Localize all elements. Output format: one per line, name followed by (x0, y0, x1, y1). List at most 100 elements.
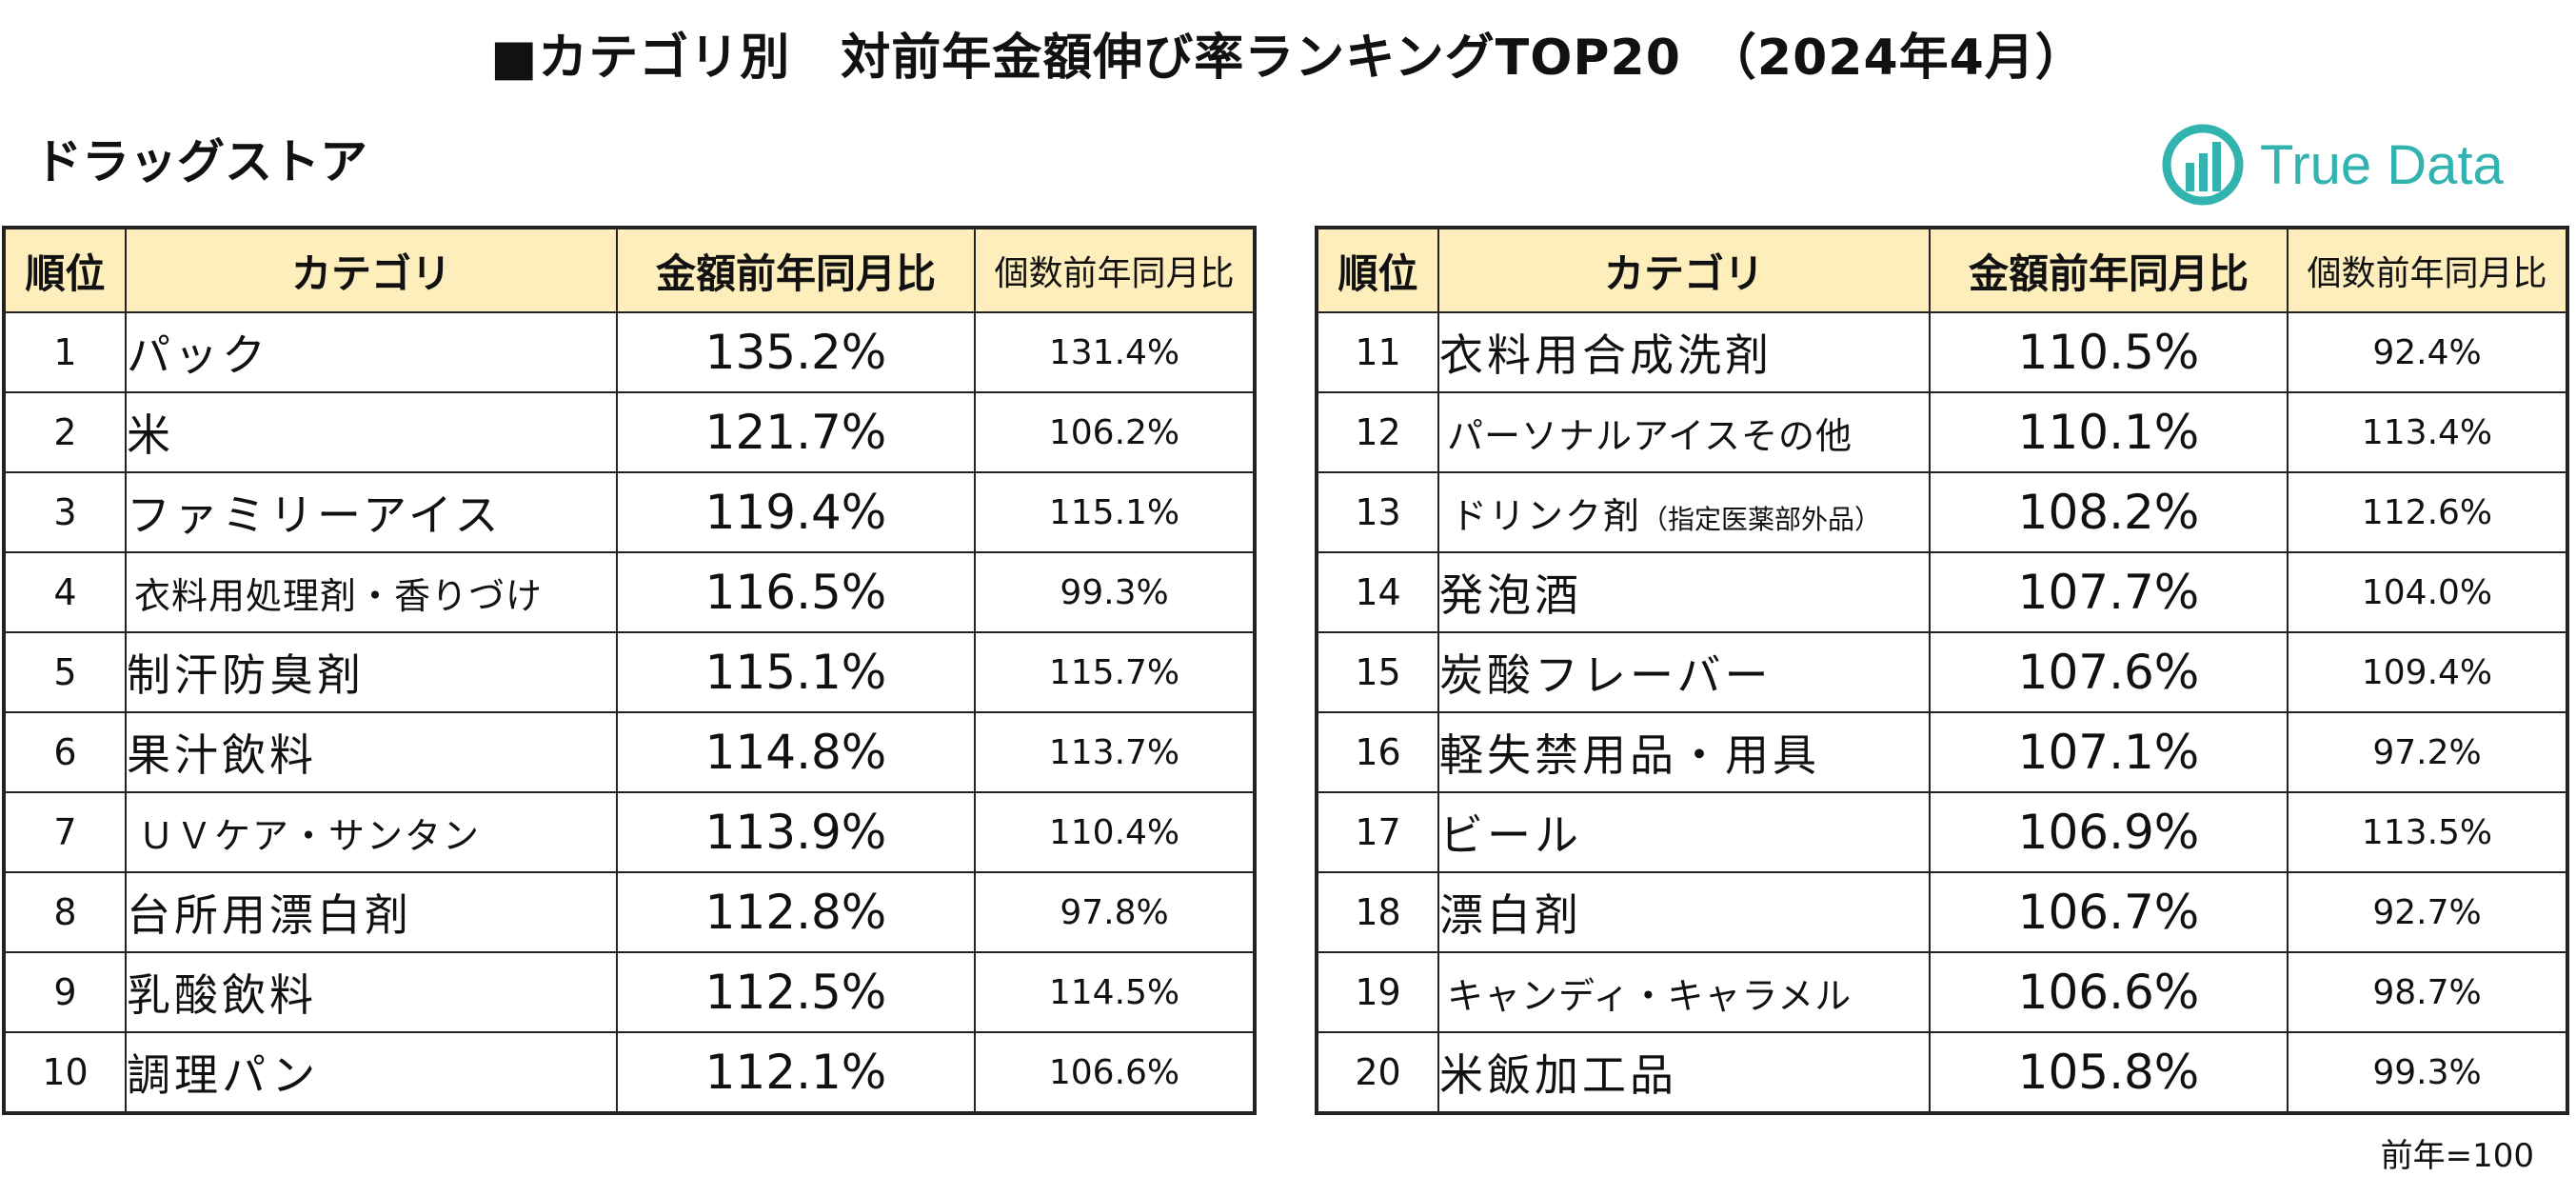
table-row: 8 台所用漂白剤 112.8% 97.8% (3, 871, 1256, 953)
table-row: 13 ドリンク剤（指定医薬部外品） 108.2% 112.6% (1316, 471, 2568, 553)
amount-yoy-cell: 121.7% (616, 391, 976, 473)
amount-yoy-cell: 105.8% (1929, 1031, 2289, 1114)
rank-cell: 3 (3, 471, 127, 553)
category-cell: 炭酸フレーバー (1437, 631, 1931, 713)
table-row: 10 調理パン 112.1% 106.6% (3, 1031, 1256, 1114)
amount-yoy-cell: 106.7% (1929, 871, 2289, 953)
category-label: 米飯加工品 (1439, 1049, 1677, 1101)
category-cell: 乳酸飲料 (125, 951, 618, 1033)
qty-yoy-cell: 97.8% (974, 871, 1256, 953)
header-qty-yoy: 個数前年同月比 (2287, 227, 2568, 313)
category-label: 漂白剤 (1439, 889, 1582, 941)
category-label: 衣料用合成洗剤 (1439, 329, 1773, 381)
amount-yoy-cell: 114.8% (616, 711, 976, 793)
qty-yoy-cell: 97.2% (2287, 711, 2568, 793)
qty-yoy-cell: 113.4% (2287, 391, 2568, 473)
table-row: 12 パーソナルアイスその他 110.1% 113.4% (1316, 391, 2568, 473)
rank-cell: 8 (3, 871, 127, 953)
category-cell: ＵＶケア・サンタン (125, 791, 618, 873)
category-label: 乳酸飲料 (127, 969, 317, 1021)
table-row: 16 軽失禁用品・用具 107.1% 97.2% (1316, 711, 2568, 793)
rank-cell: 16 (1316, 711, 1439, 793)
amount-yoy-cell: 106.9% (1929, 791, 2289, 873)
table-row: 3 ファミリーアイス 119.4% 115.1% (3, 471, 1256, 553)
header-rank: 順位 (3, 227, 127, 313)
table-row: 9 乳酸飲料 112.5% 114.5% (3, 951, 1256, 1033)
category-label: 調理パン (127, 1049, 320, 1101)
table-row: 6 果汁飲料 114.8% 113.7% (3, 711, 1256, 793)
channel-subtitle: ドラッグストア (34, 134, 367, 189)
header-rank: 順位 (1316, 227, 1439, 313)
category-cell: 漂白剤 (1437, 871, 1931, 953)
category-label: 制汗防臭剤 (127, 649, 365, 701)
amount-yoy-cell: 110.1% (1929, 391, 2289, 473)
header-amount-yoy: 金額前年同月比 (1929, 227, 2289, 313)
table-row: 11 衣料用合成洗剤 110.5% 92.4% (1316, 311, 2568, 393)
amount-yoy-cell: 119.4% (616, 471, 976, 553)
table-row: 19 キャンディ・キャラメル 106.6% 98.7% (1316, 951, 2568, 1033)
qty-yoy-cell: 131.4% (974, 311, 1256, 393)
category-cell: 米飯加工品 (1437, 1031, 1931, 1114)
amount-yoy-cell: 115.1% (616, 631, 976, 713)
table-row: 18 漂白剤 106.7% 92.7% (1316, 871, 2568, 953)
amount-yoy-cell: 107.7% (1929, 551, 2289, 633)
amount-yoy-cell: 108.2% (1929, 471, 2289, 553)
bar-chart-circle-icon (2162, 124, 2244, 206)
header-category: カテゴリ (1437, 227, 1931, 313)
amount-yoy-cell: 135.2% (616, 311, 976, 393)
rank-cell: 2 (3, 391, 127, 473)
category-label: ＵＶケア・サンタン (138, 814, 482, 857)
category-label: 衣料用処理剤・香りづけ (134, 574, 544, 617)
page-title: ■カテゴリ別 対前年金額伸び率ランキングTOP20 （2024年4月） (490, 30, 2086, 87)
category-cell: 果汁飲料 (125, 711, 618, 793)
rank-cell: 4 (3, 551, 127, 633)
qty-yoy-cell: 113.5% (2287, 791, 2568, 873)
table-row: 2 米 121.7% 106.2% (3, 391, 1256, 473)
header-qty-yoy: 個数前年同月比 (974, 227, 1256, 313)
table-row: 14 発泡酒 107.7% 104.0% (1316, 551, 2568, 633)
qty-yoy-cell: 115.1% (974, 471, 1256, 553)
rank-cell: 12 (1316, 391, 1439, 473)
rank-cell: 1 (3, 311, 127, 393)
rank-cell: 17 (1316, 791, 1439, 873)
table-row: 7 ＵＶケア・サンタン 113.9% 110.4% (3, 791, 1256, 873)
amount-yoy-cell: 116.5% (616, 551, 976, 633)
category-cell: ファミリーアイス (125, 471, 618, 553)
category-label: ファミリーアイス (127, 489, 503, 541)
rank-cell: 19 (1316, 951, 1439, 1033)
category-label: 果汁飲料 (127, 729, 317, 781)
qty-yoy-cell: 112.6% (2287, 471, 2568, 553)
rank-cell: 18 (1316, 871, 1439, 953)
category-label: 台所用漂白剤 (127, 889, 412, 941)
rank-cell: 20 (1316, 1031, 1439, 1114)
category-label: 炭酸フレーバー (1439, 649, 1773, 701)
amount-yoy-cell: 106.6% (1929, 951, 2289, 1033)
rank-cell: 10 (3, 1031, 127, 1114)
table-header-row: 順位 カテゴリ 金額前年同月比 個数前年同月比 (1316, 227, 2568, 313)
category-cell: 軽失禁用品・用具 (1437, 711, 1931, 793)
qty-yoy-cell: 109.4% (2287, 631, 2568, 713)
amount-yoy-cell: 112.5% (616, 951, 976, 1033)
category-cell: 発泡酒 (1437, 551, 1931, 633)
amount-yoy-cell: 112.1% (616, 1031, 976, 1114)
category-label: 発泡酒 (1439, 569, 1582, 621)
rank-cell: 13 (1316, 471, 1439, 553)
header-category: カテゴリ (125, 227, 618, 313)
category-cell: 衣料用合成洗剤 (1437, 311, 1931, 393)
amount-yoy-cell: 107.6% (1929, 631, 2289, 713)
table-row: 4 衣料用処理剤・香りづけ 116.5% 99.3% (3, 551, 1256, 633)
qty-yoy-cell: 92.7% (2287, 871, 2568, 953)
ranking-table-left: 順位 カテゴリ 金額前年同月比 個数前年同月比 1 パック 135.2% 131.4%… (2, 226, 1257, 1115)
category-note: （指定医薬部外品） (1641, 503, 1882, 535)
category-cell: 米 (125, 391, 618, 473)
qty-yoy-cell: 114.5% (974, 951, 1256, 1033)
qty-yoy-cell: 110.4% (974, 791, 1256, 873)
category-label: 米 (127, 409, 174, 461)
qty-yoy-cell: 104.0% (2287, 551, 2568, 633)
qty-yoy-cell: 106.2% (974, 391, 1256, 473)
logo-text: True Data (2260, 133, 2504, 196)
category-cell: ドリンク剤（指定医薬部外品） (1437, 471, 1931, 553)
category-label: パーソナルアイスその他 (1447, 414, 1853, 457)
category-cell: パック (125, 311, 618, 393)
rank-cell: 11 (1316, 311, 1439, 393)
